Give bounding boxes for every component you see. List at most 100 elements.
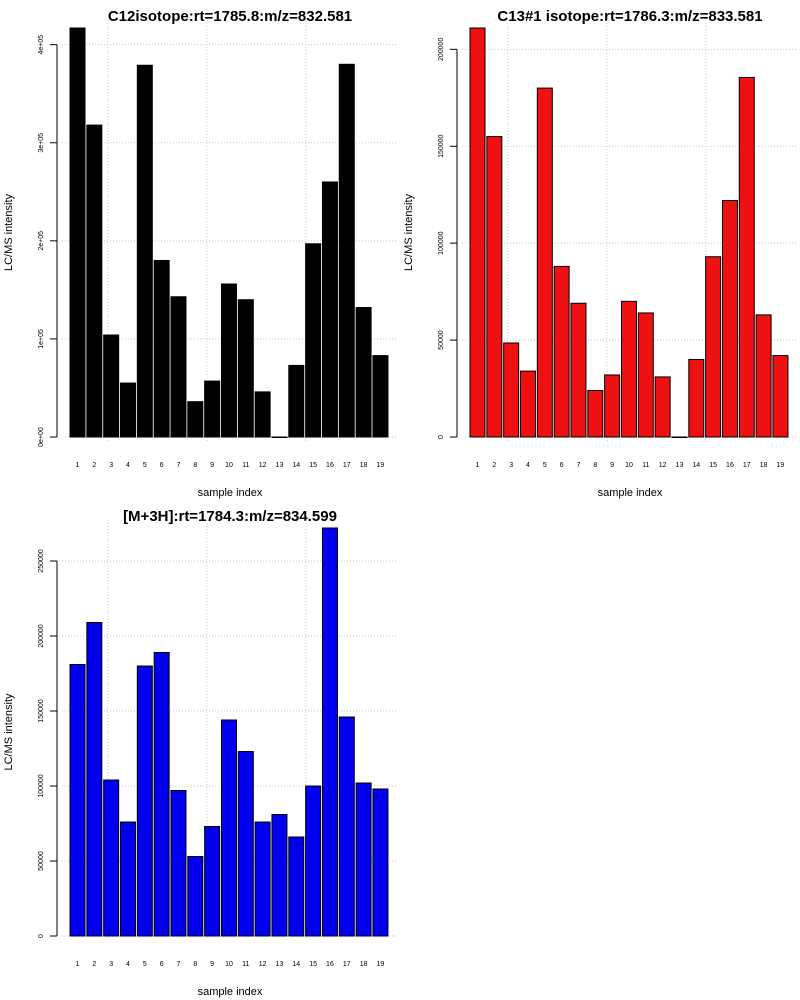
y-axis-label: LC/MS intensity — [3, 693, 15, 771]
bar — [469, 27, 486, 438]
y-tick-label: 150000 — [438, 134, 445, 157]
x-tick-label: 8 — [593, 462, 597, 469]
bar — [86, 124, 103, 438]
bar — [305, 243, 322, 438]
x-tick-label: 9 — [210, 462, 214, 469]
chart-title: C12isotope:rt=1785.8:m/z=832.581 — [108, 8, 352, 25]
bar — [587, 389, 604, 438]
x-tick-label: 14 — [292, 961, 300, 968]
x-tick-label: 5 — [143, 961, 147, 968]
bar — [338, 716, 355, 937]
bar — [170, 790, 187, 937]
x-tick-label: 6 — [160, 462, 164, 469]
x-tick-label: 16 — [326, 462, 334, 469]
bar — [355, 782, 372, 937]
x-tick-label: 16 — [326, 961, 334, 968]
x-tick-label: 1 — [476, 462, 480, 469]
bar — [705, 256, 722, 438]
x-tick-label: 9 — [610, 462, 614, 469]
bar — [153, 259, 170, 438]
bar — [570, 302, 587, 438]
x-tick-label: 13 — [276, 961, 284, 968]
bar — [288, 836, 305, 937]
bar — [86, 622, 103, 937]
bar — [338, 63, 355, 438]
x-tick-label: 4 — [126, 462, 130, 469]
x-tick-label: 2 — [92, 961, 96, 968]
x-axis-label: sample index — [198, 487, 263, 499]
bar — [637, 312, 654, 438]
bar — [755, 314, 772, 438]
x-tick-label: 11 — [242, 961, 249, 968]
x-tick-label: 7 — [177, 462, 181, 469]
x-tick-label: 18 — [360, 961, 368, 968]
bar — [103, 334, 120, 438]
x-tick-label: 3 — [109, 462, 113, 469]
y-tick-label: 100000 — [438, 231, 445, 254]
x-tick-label: 12 — [259, 961, 267, 968]
bar — [486, 136, 503, 438]
y-tick-label: 250000 — [38, 549, 45, 572]
x-tick-label: 2 — [492, 462, 496, 469]
x-tick-label: 15 — [309, 462, 317, 469]
bar — [671, 436, 688, 438]
x-tick-label: 5 — [543, 462, 547, 469]
x-tick-label: 15 — [709, 462, 717, 469]
bar — [654, 376, 671, 438]
bar — [103, 779, 120, 937]
y-tick-label: 0 — [38, 934, 45, 938]
x-tick-label: 14 — [692, 462, 700, 469]
bar — [721, 200, 738, 438]
x-tick-label: 1 — [76, 961, 80, 968]
y-tick-label: 0e+00 — [38, 427, 45, 447]
bar — [772, 355, 789, 438]
bar — [187, 401, 204, 438]
y-tick-label: 200000 — [438, 38, 445, 61]
bar — [204, 826, 221, 937]
bar — [305, 785, 322, 937]
bar — [321, 181, 338, 438]
x-tick-label: 19 — [377, 462, 385, 469]
x-axis-label: sample index — [198, 986, 263, 998]
y-tick-label: 50000 — [438, 330, 445, 350]
y-tick-label: 4e+05 — [38, 35, 45, 55]
bar — [237, 299, 254, 438]
y-axis-label: LC/MS intensity — [403, 193, 415, 271]
x-tick-label: 10 — [225, 961, 233, 968]
x-tick-label: 1 — [76, 462, 80, 469]
chart-title: [M+3H]:rt=1784.3:m/z=834.599 — [123, 508, 337, 525]
x-tick-label: 4 — [126, 961, 130, 968]
bar — [620, 300, 637, 438]
x-tick-label: 10 — [625, 462, 633, 469]
x-tick-label: 3 — [509, 462, 513, 469]
x-tick-label: 11 — [642, 462, 649, 469]
x-tick-label: 13 — [676, 462, 684, 469]
x-tick-label: 8 — [193, 961, 197, 968]
bar — [372, 788, 389, 937]
bar — [204, 380, 221, 438]
x-tick-label: 15 — [309, 961, 317, 968]
bar — [604, 374, 621, 438]
bar — [321, 527, 338, 937]
x-tick-label: 2 — [92, 462, 96, 469]
y-axis-label: LC/MS intensity — [3, 193, 15, 271]
bar — [237, 751, 254, 937]
x-axis-label: sample index — [598, 487, 663, 499]
x-tick-label: 17 — [343, 462, 351, 469]
bar — [254, 821, 271, 937]
x-tick-label: 5 — [143, 462, 147, 469]
bar — [170, 296, 187, 438]
x-tick-label: 3 — [109, 961, 113, 968]
bar — [372, 355, 389, 438]
bar — [220, 719, 237, 937]
y-tick-label: 50000 — [38, 851, 45, 871]
x-tick-label: 9 — [210, 961, 214, 968]
x-tick-label: 17 — [343, 961, 351, 968]
chart-title: C13#1 isotope:rt=1786.3:m/z=833.581 — [497, 8, 762, 25]
y-tick-label: 0 — [438, 435, 445, 439]
bar — [119, 821, 136, 937]
x-tick-label: 19 — [377, 961, 385, 968]
